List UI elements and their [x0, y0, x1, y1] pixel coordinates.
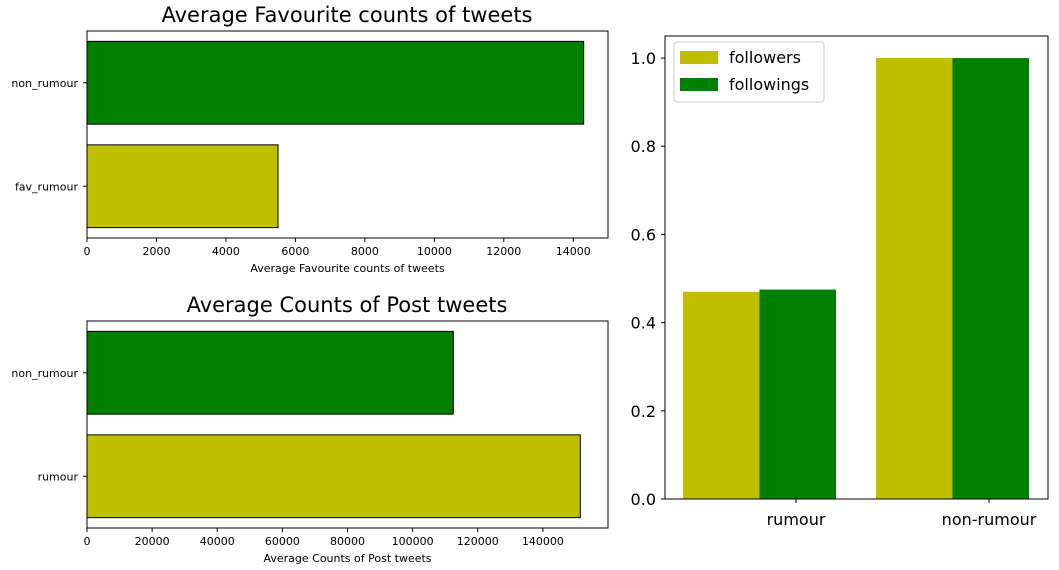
bar-followers	[876, 58, 953, 500]
legend-label: followers	[729, 48, 801, 67]
x-tick-label: 8000	[351, 245, 379, 258]
y-tick-label: 0.0	[631, 490, 656, 509]
legend-swatch	[680, 51, 718, 64]
x-tick-label: 140000	[522, 535, 564, 548]
bar-followings	[952, 58, 1029, 500]
chart-title: Average Counts of Post tweets	[187, 293, 508, 317]
x-tick-label: 14000	[556, 245, 591, 258]
y-tick-label: 0.8	[631, 137, 656, 156]
x-tick-label: 4000	[212, 245, 240, 258]
plot-frame	[664, 35, 1049, 500]
y-tick-label: fav_rumour	[15, 180, 79, 193]
y-tick-label: 0.2	[631, 402, 656, 421]
plot-frame	[86, 30, 609, 239]
bar	[86, 434, 581, 519]
x-tick-label: 40000	[200, 535, 235, 548]
x-tick-label: 80000	[330, 535, 365, 548]
x-axis-label: Average Favourite counts of tweets	[250, 262, 445, 275]
y-tick-label: non_rumour	[11, 367, 78, 380]
x-tick-label: 100000	[392, 535, 434, 548]
x-tick-label: 6000	[281, 245, 309, 258]
x-tick-label: 0	[84, 535, 91, 548]
hbar-chart-1: rumour non_rumour 0 20000 40000 60000 80000 100…	[11, 293, 609, 565]
x-tick-label: 2000	[142, 245, 170, 258]
chart-title: Average Favourite counts of tweets	[161, 3, 532, 27]
y-tick-label: 1.0	[631, 49, 656, 68]
grouped-bar-chart: rumour non-rumour 0.0 0.2 0.4 0.6 0.8 1.0 follow…	[631, 35, 1049, 529]
hbar-chart-0: fav_rumour non_rumour 0 2000 4000 6000 8000 100…	[11, 3, 609, 275]
y-tick-label: rumour	[38, 470, 79, 483]
x-tick-label: rumour	[767, 510, 826, 529]
bar	[86, 40, 585, 125]
x-axis-label: Average Counts of Post tweets	[263, 552, 431, 565]
x-tick-label: 10000	[417, 245, 452, 258]
x-tick-label: non-rumour	[942, 510, 1037, 529]
x-tick-label: 120000	[457, 535, 499, 548]
x-tick-label: 0	[84, 245, 91, 258]
bar-followings	[759, 289, 836, 499]
legend-swatch	[680, 78, 718, 91]
y-tick-label: non_rumour	[11, 77, 78, 90]
bar	[86, 144, 279, 229]
x-tick-label: 20000	[135, 535, 170, 548]
y-tick-label: 0.4	[631, 314, 656, 333]
legend-label: followings	[729, 75, 809, 94]
bar	[86, 330, 454, 415]
x-tick-label: 60000	[265, 535, 300, 548]
bar-followers	[683, 291, 760, 499]
x-tick-label: 12000	[486, 245, 521, 258]
y-tick-label: 0.6	[631, 225, 656, 244]
legend: followers followings	[673, 41, 825, 103]
